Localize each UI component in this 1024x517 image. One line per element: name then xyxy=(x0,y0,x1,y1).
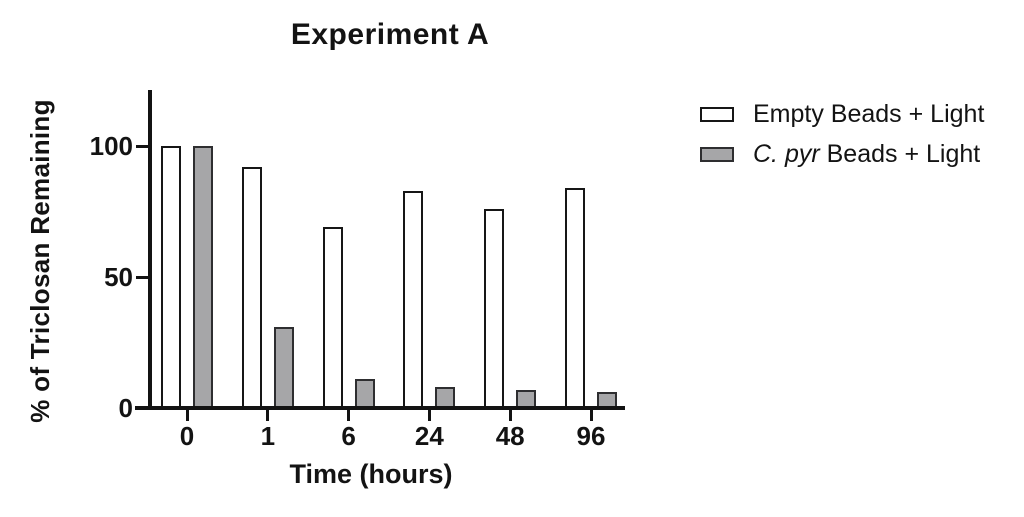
y-tick-0 xyxy=(136,406,149,410)
y-tick-label-100: 100 xyxy=(89,131,133,162)
bar-empty-beads-light-96 xyxy=(565,188,585,408)
x-tick-label-24: 24 xyxy=(414,421,444,451)
legend-label-1: C. pyr Beads + Light xyxy=(753,140,981,168)
y-tick-label-50: 50 xyxy=(104,262,133,293)
y-tick-label-0: 0 xyxy=(118,393,133,423)
x-tick-label-0: 0 xyxy=(179,421,195,451)
legend-entry-1: C. pyr Beads + Light xyxy=(700,140,984,168)
x-tick-label-48: 48 xyxy=(495,421,525,451)
bar-empty-beads-light-0 xyxy=(161,146,181,408)
x-tick-48 xyxy=(508,410,512,421)
x-tick-label-6: 6 xyxy=(341,421,356,451)
bar-c-pyr-beads-light-24 xyxy=(435,387,456,408)
legend-swatch-gray-icon xyxy=(700,146,734,162)
bar-empty-beads-light-24 xyxy=(403,190,424,408)
x-tick-0 xyxy=(185,410,189,421)
bar-c-pyr-beads-light-0 xyxy=(193,146,213,408)
legend-label-0: Empty Beads + Light xyxy=(753,100,985,128)
legend-entry-0: Empty Beads + Light xyxy=(700,100,984,128)
bar-empty-beads-light-1 xyxy=(241,167,262,408)
x-tick-96 xyxy=(589,410,593,421)
y-axis-line xyxy=(148,90,152,410)
bar-c-pyr-beads-light-1 xyxy=(273,326,294,408)
bar-c-pyr-beads-light-6 xyxy=(354,379,375,408)
y-tick-100 xyxy=(136,144,149,148)
y-axis-title: % of Triclosan Remaining xyxy=(25,99,55,423)
legend-swatch-white-icon xyxy=(700,106,734,122)
chart-title: Experiment A xyxy=(290,18,490,51)
bar-empty-beads-light-48 xyxy=(484,209,505,408)
x-tick-24 xyxy=(427,410,431,421)
legend: Empty Beads + Light C. pyr Beads + Light xyxy=(700,100,984,180)
bar-empty-beads-light-6 xyxy=(322,227,343,408)
x-tick-6 xyxy=(347,410,351,421)
x-axis-title: Time (hours) xyxy=(289,459,453,489)
y-tick-50 xyxy=(136,275,149,279)
x-axis-line xyxy=(135,406,625,410)
x-tick-label-96: 96 xyxy=(576,421,606,451)
x-tick-1 xyxy=(266,410,270,421)
x-tick-label-1: 1 xyxy=(260,421,276,451)
